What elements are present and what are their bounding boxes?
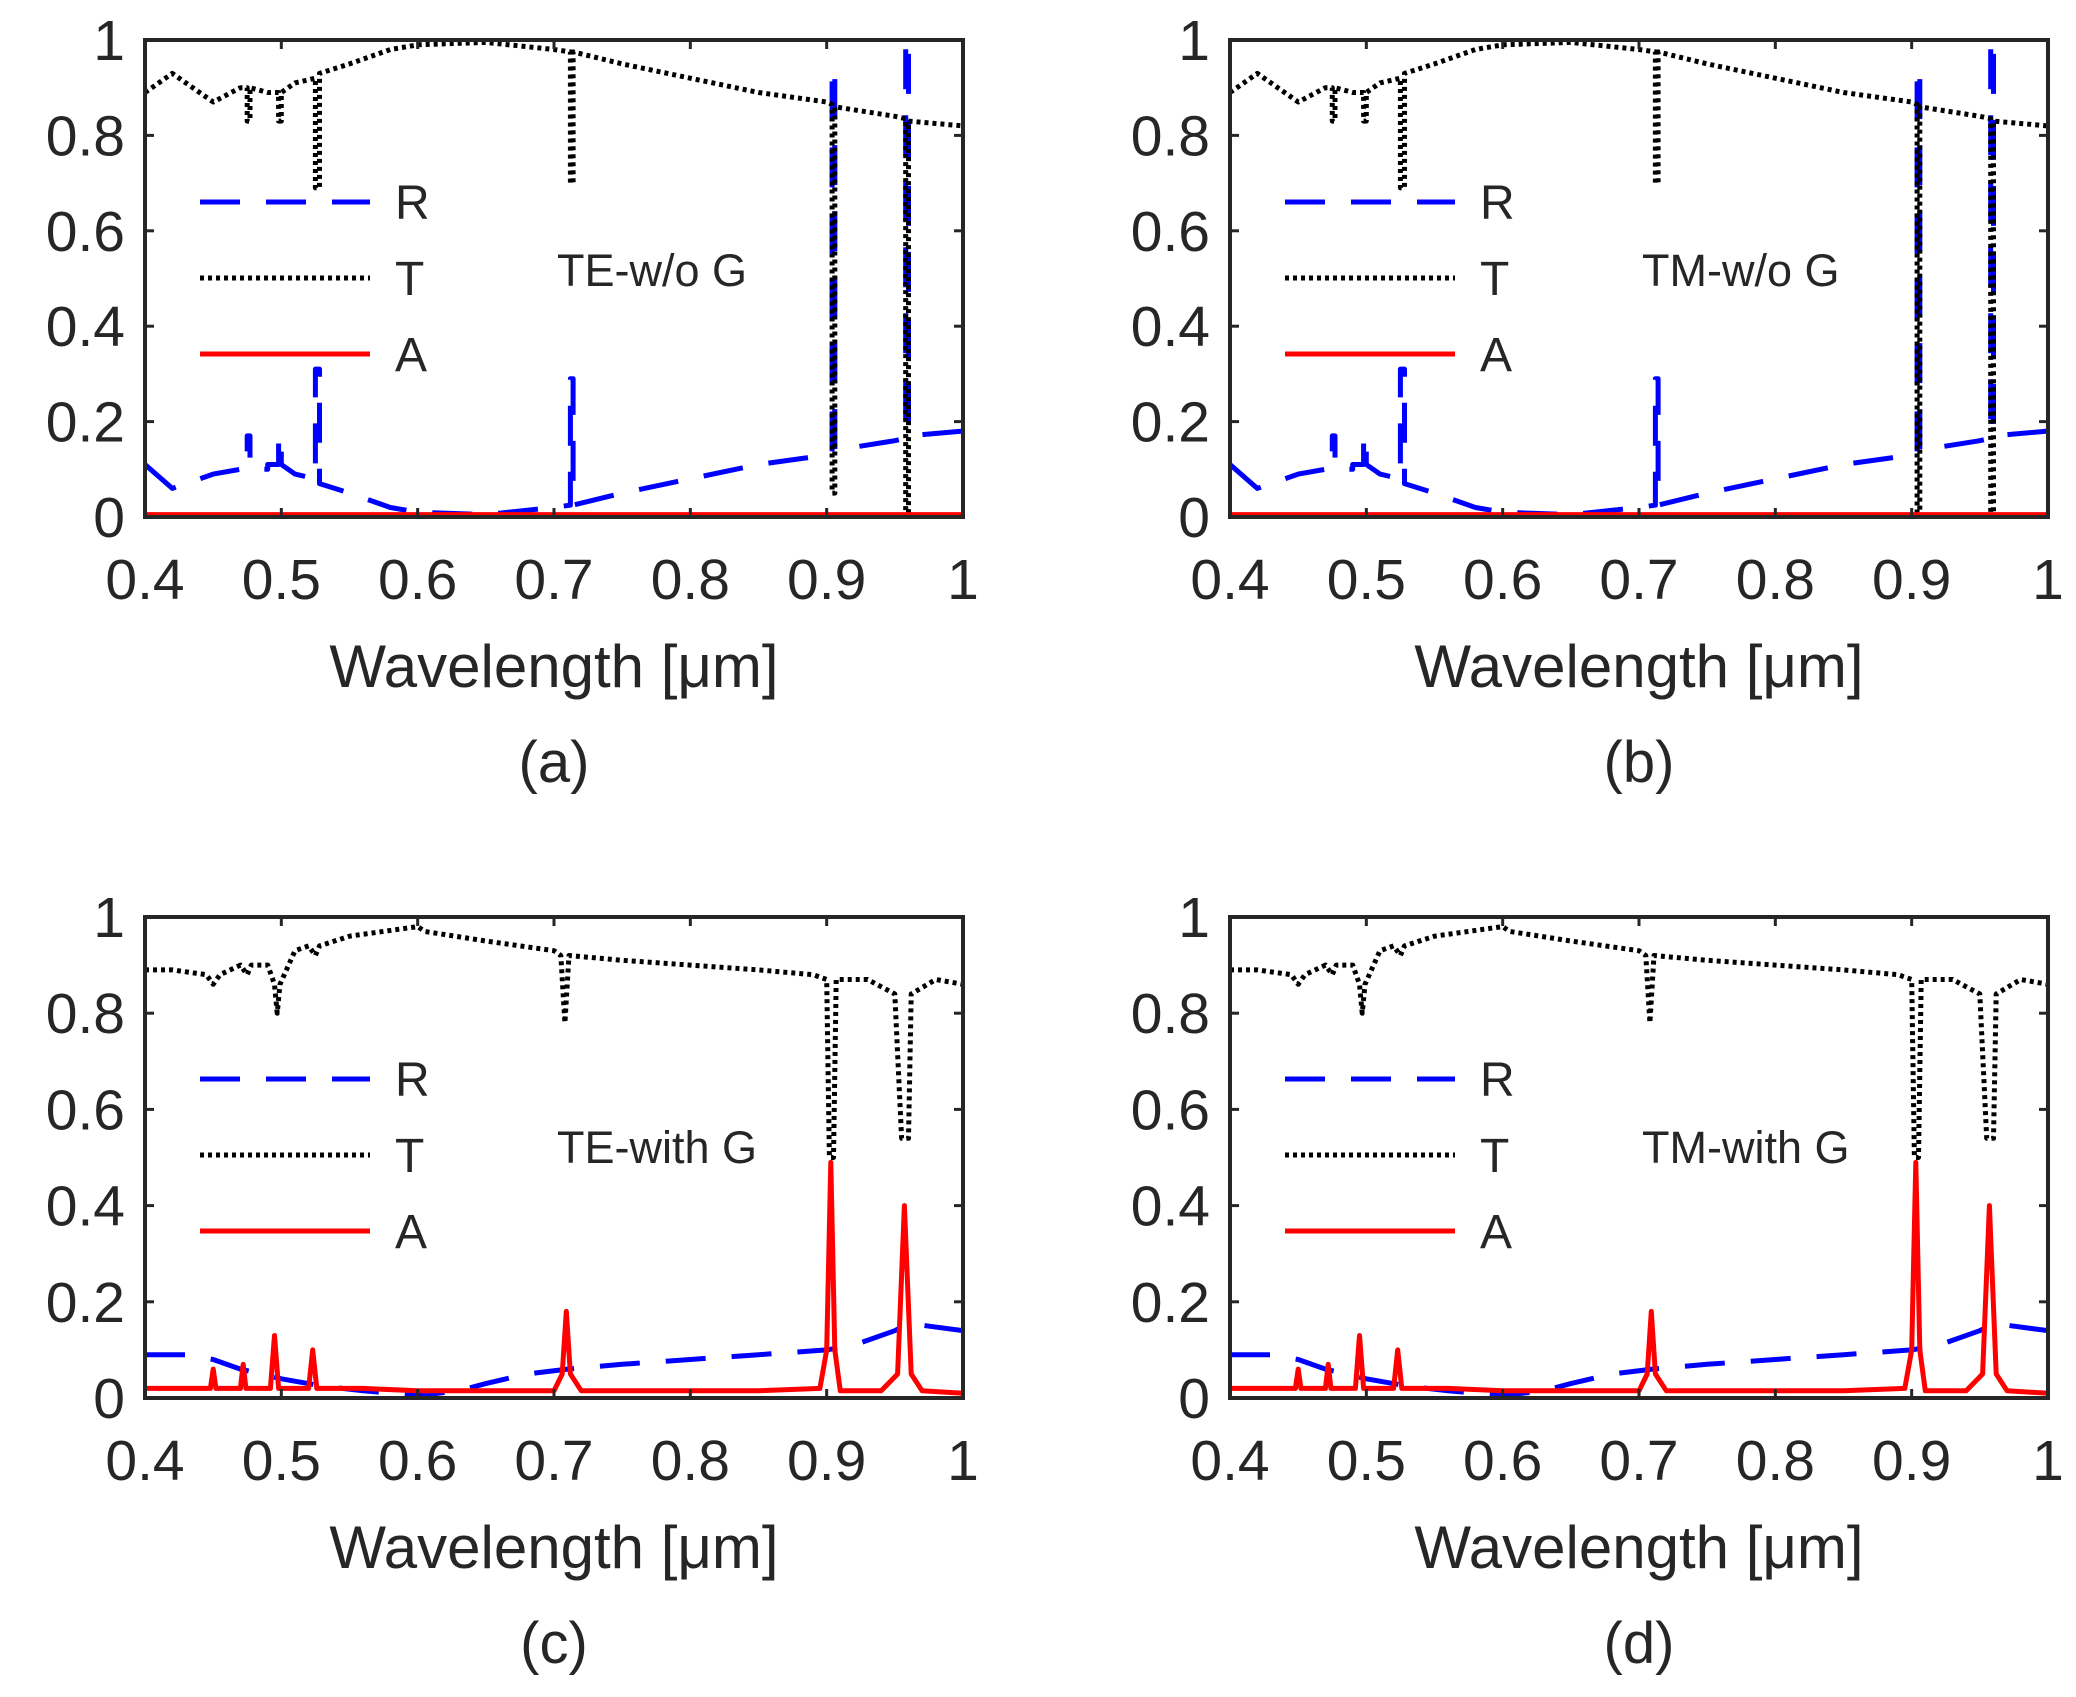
x-tick-label: 0.6: [378, 548, 457, 612]
series-line-T: [145, 924, 963, 1160]
legend: RTA: [1285, 177, 1515, 382]
panel-label: (c): [520, 1611, 588, 1676]
x-tick-label: 1: [947, 548, 979, 612]
y-tick-label: 0.8: [46, 982, 125, 1046]
x-tick-label: 0.6: [1463, 1429, 1542, 1493]
series-line-T: [1230, 924, 2048, 1160]
y-tick-label: 0.4: [1131, 1175, 1210, 1239]
x-tick-label: 1: [2032, 548, 2064, 612]
y-tick-label: 0.4: [46, 1175, 125, 1239]
series-line-A: [145, 1159, 963, 1396]
x-tick-label: 0.5: [1327, 548, 1406, 612]
x-tick-label: 0.7: [1599, 1429, 1678, 1493]
series-group: [145, 924, 963, 1398]
y-tick-label: 0.2: [1131, 1271, 1210, 1335]
x-tick-label: 0.8: [651, 548, 730, 612]
x-axis-label: Wavelength [μm]: [1414, 633, 1863, 700]
x-tick-label: 0.9: [787, 1429, 866, 1493]
y-tick-label: 0.8: [46, 104, 125, 168]
x-tick-label: 1: [947, 1429, 979, 1493]
y-tick-label: 0.8: [1131, 982, 1210, 1046]
x-tick-label: 0.5: [242, 1429, 321, 1493]
legend-label-A: A: [1480, 329, 1512, 382]
panel-d: 0.4 0.5 0.6 0.7 0.8 0.9 1 0 0.2 0.4 0.6 0.8 1 Wavelen…: [1131, 886, 2064, 1676]
x-tick-label: 0.9: [1872, 1429, 1951, 1493]
y-tick-label: 1: [1178, 886, 1210, 950]
legend-label-T: T: [1480, 253, 1509, 306]
y-tick-label: 0.4: [46, 295, 125, 359]
legend-label-A: A: [1480, 1206, 1512, 1259]
y-tick-label: 0.6: [1131, 200, 1210, 264]
series-line-T: [1230, 40, 2048, 515]
panel-b: 0.4 0.5 0.6 0.7 0.8 0.9 1 0 0.2 0.4 0.6 0.8 1 Wavelen…: [1131, 9, 2064, 795]
y-tick-label: 0.2: [46, 391, 125, 455]
x-tick-label: 0.9: [787, 548, 866, 612]
x-tick-label: 0.8: [1736, 1429, 1815, 1493]
y-tick-label: 0.8: [1131, 104, 1210, 168]
y-tick-label: 0: [1178, 1367, 1210, 1431]
series-line-R: [1230, 1320, 2048, 1398]
y-tick-label: 1: [93, 886, 125, 950]
legend-label-T: T: [395, 1130, 424, 1183]
legend-label-A: A: [395, 1206, 427, 1259]
condition-annotation: TE-with G: [557, 1122, 757, 1173]
panel-a: 0.4 0.5 0.6 0.7 0.8 0.9 1 0 0.2 0.4 0.6 0.8 1 Wavelen…: [46, 9, 979, 795]
y-tick-label: 1: [93, 9, 125, 73]
legend: RTA: [200, 177, 430, 382]
x-tick-label: 0.4: [105, 548, 184, 612]
x-tick-label: 0.9: [1872, 548, 1951, 612]
x-tick-label: 0.7: [514, 1429, 593, 1493]
x-axis-label: Wavelength [μm]: [329, 1514, 778, 1581]
legend-label-R: R: [1480, 177, 1515, 230]
legend-label-R: R: [395, 177, 430, 230]
panel-label: (b): [1604, 730, 1675, 795]
x-tick-label: 0.6: [1463, 548, 1542, 612]
x-tick-label: 0.4: [1190, 548, 1269, 612]
legend: RTA: [200, 1054, 430, 1259]
x-tick-label: 1: [2032, 1429, 2064, 1493]
x-tick-label: 0.5: [1327, 1429, 1406, 1493]
legend-label-R: R: [1480, 1054, 1515, 1107]
condition-annotation: TM-with G: [1642, 1122, 1850, 1173]
legend-label-T: T: [1480, 1130, 1509, 1183]
x-tick-label: 0.7: [514, 548, 593, 612]
y-tick-label: 0.2: [46, 1271, 125, 1335]
y-tick-label: 0: [93, 1367, 125, 1431]
series-line-A: [1230, 1159, 2048, 1396]
y-tick-label: 1: [1178, 9, 1210, 73]
y-tick-label: 0: [1178, 486, 1210, 550]
panel-label: (a): [519, 730, 590, 795]
series-line-T: [145, 40, 963, 515]
legend-label-T: T: [395, 253, 424, 306]
series-group: [1230, 924, 2048, 1398]
x-axis-label: Wavelength [μm]: [329, 633, 778, 700]
x-tick-label: 0.4: [105, 1429, 184, 1493]
series-line-R: [145, 1320, 963, 1398]
y-tick-label: 0: [93, 486, 125, 550]
y-tick-label: 0.6: [46, 200, 125, 264]
series-line-R: [145, 40, 963, 517]
y-tick-label: 0.2: [1131, 391, 1210, 455]
x-tick-label: 0.4: [1190, 1429, 1269, 1493]
x-tick-label: 0.8: [1736, 548, 1815, 612]
x-tick-label: 0.7: [1599, 548, 1678, 612]
x-tick-label: 0.8: [651, 1429, 730, 1493]
y-tick-label: 0.6: [46, 1078, 125, 1142]
legend: RTA: [1285, 1054, 1515, 1259]
x-axis-label: Wavelength [μm]: [1414, 1514, 1863, 1581]
x-tick-label: 0.6: [378, 1429, 457, 1493]
condition-annotation: TM-w/o G: [1642, 245, 1840, 296]
y-tick-label: 0.6: [1131, 1078, 1210, 1142]
series-line-R: [1230, 40, 2048, 517]
condition-annotation: TE-w/o G: [557, 245, 747, 296]
panel-c: 0.4 0.5 0.6 0.7 0.8 0.9 1 0 0.2 0.4 0.6 0.8 1 Wavelen…: [46, 886, 979, 1676]
legend-label-A: A: [395, 329, 427, 382]
y-tick-label: 0.4: [1131, 295, 1210, 359]
legend-label-R: R: [395, 1054, 430, 1107]
panel-label: (d): [1604, 1611, 1675, 1676]
x-tick-label: 0.5: [242, 548, 321, 612]
